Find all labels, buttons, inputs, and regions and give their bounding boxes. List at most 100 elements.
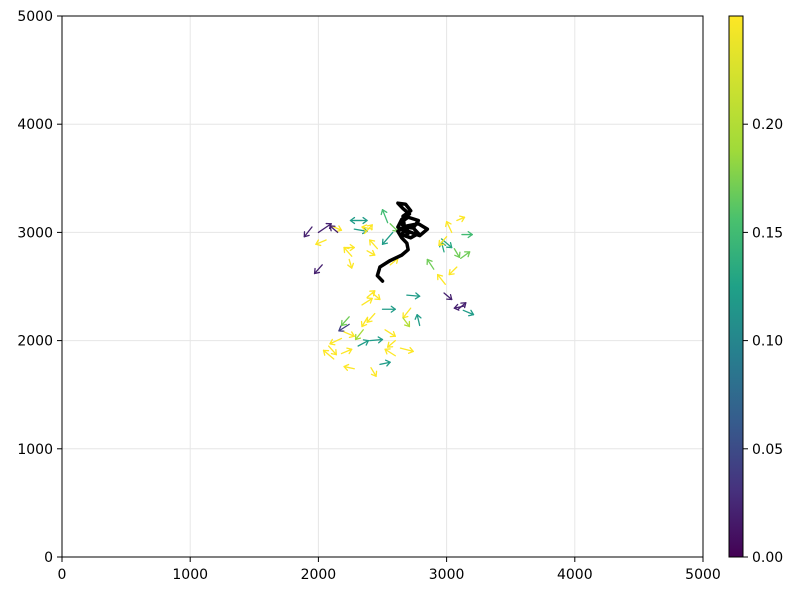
arrow-head [335, 225, 343, 233]
arrow-mark [381, 305, 396, 313]
arrow-head [438, 239, 445, 247]
arrow-head [381, 238, 389, 245]
arrow-mark [460, 251, 471, 260]
arrow-head [436, 273, 444, 281]
arrow-head [459, 215, 466, 223]
arrow-mark [384, 329, 396, 338]
arrow-head [303, 231, 310, 238]
arrow-head [389, 330, 396, 338]
arrow-mark [414, 313, 422, 327]
arrow-shaft [386, 339, 396, 348]
arrow-head [380, 209, 388, 216]
arrow-shaft [438, 236, 448, 247]
y-tick-label: 0 [44, 550, 53, 566]
arrow-head [315, 239, 322, 247]
arrow-shaft [381, 209, 389, 224]
y-tick-label: 5000 [17, 9, 53, 25]
arrow-shaft [329, 337, 343, 345]
arrow-shaft [303, 226, 313, 238]
arrow-mark [386, 339, 396, 348]
y-tick-label: 4000 [17, 117, 53, 133]
arrow-shaft [313, 264, 323, 275]
arrow-mark [328, 345, 337, 356]
y-tick-label: 2000 [17, 334, 53, 350]
arrow-mark [347, 258, 355, 269]
arrow-head [369, 239, 376, 246]
colorbar-tick-label: 0.05 [752, 442, 783, 458]
arrow-mark [360, 317, 368, 328]
arrow-mark [369, 336, 384, 344]
colorbar-ticks: 0.00 0.05 0.10 0.15 0.20 [743, 117, 783, 566]
arrow-shaft [426, 258, 435, 270]
arrow-mark [402, 317, 411, 328]
arrow-mark [317, 222, 332, 234]
arrow-mark [399, 346, 414, 354]
arrow-mark [303, 226, 313, 238]
arrow-mark [340, 347, 353, 355]
arrow-head [468, 309, 475, 317]
arrow-shaft [343, 331, 355, 337]
x-tick-label: 4000 [557, 567, 593, 583]
arrow-shaft [416, 313, 421, 327]
arrow-shaft [315, 239, 327, 245]
arrow-head [361, 224, 368, 232]
arrow-mark [343, 363, 355, 371]
arrow-mark [438, 236, 448, 247]
arrow-shaft [381, 231, 394, 245]
arrow-shaft [460, 251, 471, 260]
arrow-head [374, 293, 381, 301]
arrow-shaft [354, 329, 364, 341]
arrow-head [453, 303, 460, 311]
arrow-head [414, 313, 422, 320]
arrow-shaft [343, 246, 353, 257]
arrow-mark [384, 348, 396, 357]
arrow-head [366, 224, 373, 231]
arrow-mark [370, 366, 378, 377]
arrow-shaft [361, 297, 373, 306]
arrow-head [346, 347, 353, 355]
arrow-head [322, 349, 330, 356]
arrow-shaft [363, 224, 373, 235]
arrow-head [349, 243, 355, 252]
arrow-shaft [369, 239, 379, 250]
arrow-head [377, 336, 384, 344]
arrow-shaft [445, 220, 453, 234]
arrow-mark [343, 331, 355, 339]
arrow-mark [461, 230, 473, 239]
arrow-mark [453, 303, 466, 311]
arrow-head [313, 267, 321, 275]
arrow-shaft [436, 273, 446, 285]
arrow-mark [426, 258, 435, 270]
arrow-shaft [340, 316, 350, 327]
arrow-shaft [370, 366, 377, 377]
arrow-shaft [462, 309, 475, 316]
grid-lines [61, 15, 704, 558]
arrow-head [467, 230, 473, 239]
arrow-mark [363, 224, 373, 235]
arrow-mark [340, 316, 350, 327]
plot-frame [61, 15, 704, 558]
arrow-head [349, 216, 356, 225]
arrow-mark [406, 292, 421, 300]
arrow-mark [448, 266, 458, 276]
arrow-head [329, 225, 336, 232]
arrow-shaft [361, 317, 368, 328]
colorbar-tick-label: 0.15 [752, 225, 783, 241]
arrow-shaft [399, 347, 414, 353]
arrow-shaft [322, 349, 335, 360]
arrow-mark [366, 312, 376, 323]
arrow-mark [329, 225, 339, 234]
colorbar: 0.00 0.05 0.10 0.15 0.20 [728, 15, 783, 566]
arrow-shaft [348, 258, 353, 269]
arrow-shaft [448, 266, 458, 276]
arrow-head [384, 348, 391, 355]
arrow-shaft [340, 348, 353, 355]
arrow-shaft [357, 339, 370, 347]
arrow-shaft [379, 361, 391, 366]
arrow-head [464, 251, 471, 258]
arrow-mark [381, 231, 394, 245]
y-tick-label: 1000 [17, 442, 53, 458]
arrow-shaft [317, 223, 332, 234]
arrow-head [404, 320, 411, 328]
